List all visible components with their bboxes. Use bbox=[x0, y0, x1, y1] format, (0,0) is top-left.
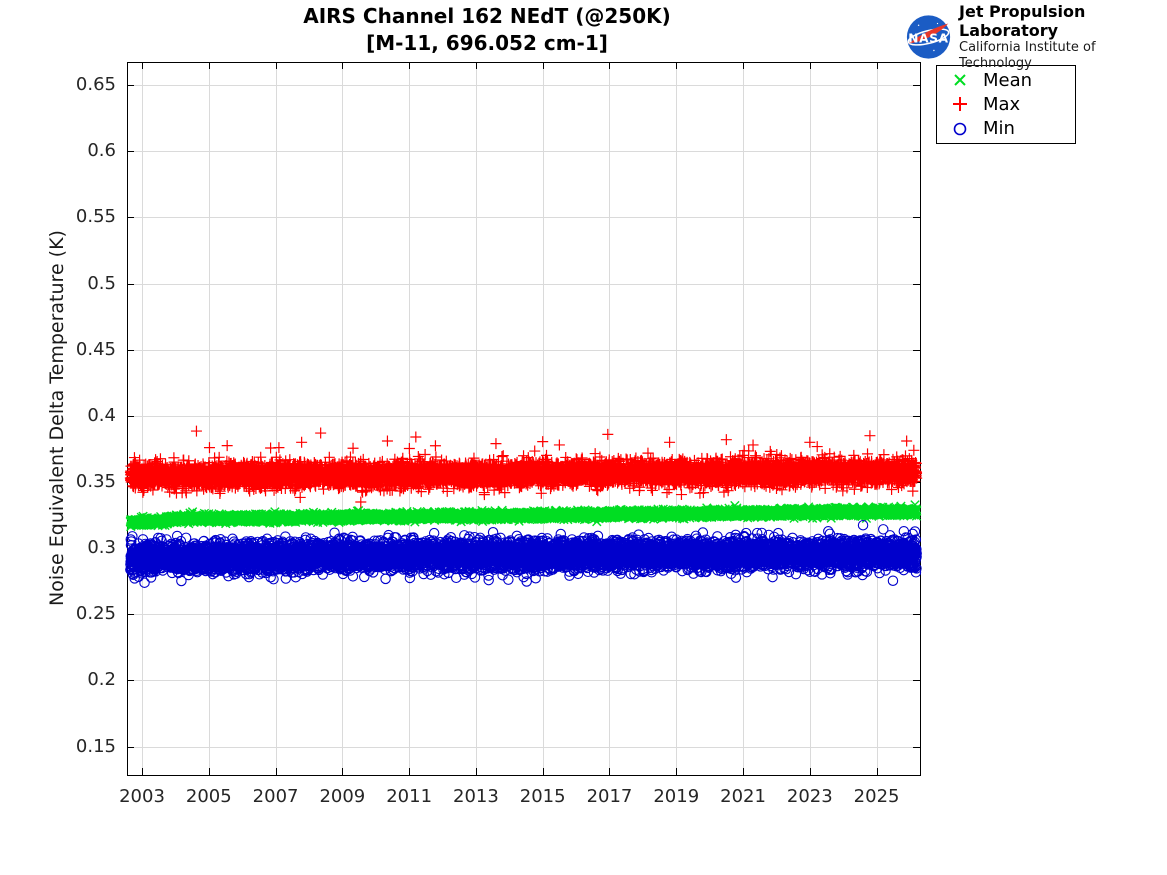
x-tick-label: 2013 bbox=[453, 786, 499, 807]
legend-label: Mean bbox=[983, 69, 1033, 91]
y-tick-label: 0.2 bbox=[87, 669, 116, 691]
x-tick-label: 2007 bbox=[252, 786, 299, 807]
min-marker-icon bbox=[937, 119, 983, 139]
logo-block: NASA Jet Propulsion Laboratory Californi… bbox=[906, 2, 1167, 72]
legend: Mean Max Min bbox=[936, 65, 1076, 144]
nasa-logo-text: NASA bbox=[908, 31, 948, 45]
x-tick-label: 2017 bbox=[586, 786, 633, 807]
chart-title: AIRS Channel 162 NEdT (@250K) bbox=[303, 4, 671, 28]
x-tick-label: 2011 bbox=[386, 786, 433, 807]
caltech-name: California Institute of Technology bbox=[959, 40, 1096, 71]
y-tick-label: 0.45 bbox=[75, 338, 116, 360]
x-tick-label: 2025 bbox=[853, 786, 900, 807]
y-tick-label: 0.55 bbox=[75, 206, 116, 228]
y-tick-label: 0.6 bbox=[87, 140, 116, 162]
x-tick-label: 2009 bbox=[319, 786, 366, 807]
y-tick-label: 0.3 bbox=[87, 537, 116, 559]
x-tick-label: 2021 bbox=[720, 786, 766, 807]
legend-item-min: Min bbox=[937, 117, 1075, 141]
y-tick-label: 0.65 bbox=[75, 74, 116, 96]
legend-item-mean: Mean bbox=[937, 68, 1075, 92]
y-tick-label: 0.15 bbox=[75, 735, 116, 757]
mean-marker-icon bbox=[937, 70, 983, 90]
legend-label: Max bbox=[983, 93, 1021, 115]
x-tick-label: 2015 bbox=[519, 786, 566, 807]
chart-subtitle: [M-11, 696.052 cm-1] bbox=[366, 31, 608, 55]
legend-item-max: Max bbox=[937, 92, 1075, 116]
legend-label: Min bbox=[983, 118, 1015, 140]
x-tick-label: 2005 bbox=[185, 786, 232, 807]
x-tick-label: 2019 bbox=[653, 786, 700, 807]
jpl-wordmark: Jet Propulsion Laboratory California Ins… bbox=[959, 2, 1167, 72]
nasa-meatball-icon: NASA bbox=[906, 15, 951, 59]
max-marker-icon bbox=[937, 94, 983, 114]
x-tick-label: 2003 bbox=[119, 786, 165, 807]
x-tick-label: 2023 bbox=[786, 786, 833, 807]
y-tick-label: 0.4 bbox=[87, 404, 116, 426]
y-tick-label: 0.5 bbox=[87, 272, 116, 294]
y-tick-label: 0.35 bbox=[75, 470, 116, 492]
y-tick-label: 0.25 bbox=[75, 603, 116, 625]
jpl-name: Jet Propulsion Laboratory bbox=[959, 2, 1086, 40]
